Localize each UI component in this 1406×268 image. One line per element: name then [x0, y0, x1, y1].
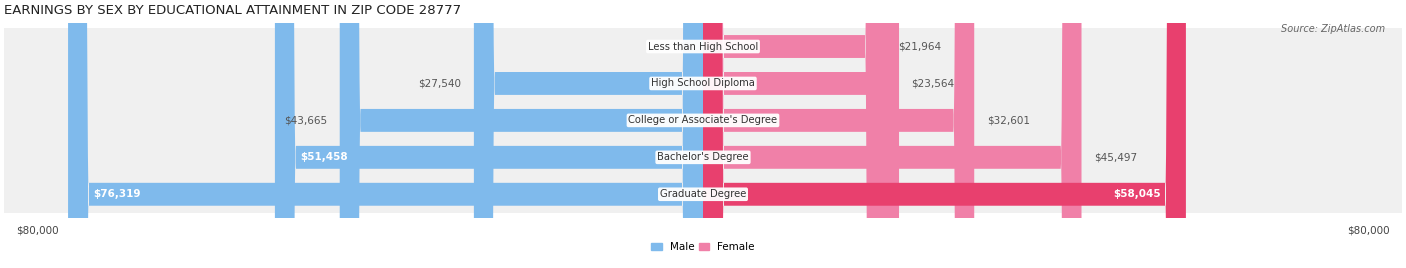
Text: $0: $0 [678, 42, 690, 51]
FancyBboxPatch shape [4, 176, 1402, 213]
FancyBboxPatch shape [703, 0, 898, 268]
FancyBboxPatch shape [340, 0, 703, 268]
FancyBboxPatch shape [67, 0, 703, 268]
Text: $76,319: $76,319 [93, 189, 141, 199]
FancyBboxPatch shape [4, 65, 1402, 102]
Text: Less than High School: Less than High School [648, 42, 758, 51]
Text: High School Diploma: High School Diploma [651, 79, 755, 88]
Text: Bachelor's Degree: Bachelor's Degree [657, 152, 749, 162]
Text: $51,458: $51,458 [299, 152, 347, 162]
Text: $32,601: $32,601 [987, 116, 1029, 125]
FancyBboxPatch shape [703, 0, 886, 268]
Text: $23,564: $23,564 [911, 79, 955, 88]
FancyBboxPatch shape [703, 0, 1185, 268]
Text: Source: ZipAtlas.com: Source: ZipAtlas.com [1281, 24, 1385, 34]
Text: $43,665: $43,665 [284, 116, 328, 125]
FancyBboxPatch shape [4, 102, 1402, 139]
FancyBboxPatch shape [703, 0, 974, 268]
FancyBboxPatch shape [4, 28, 1402, 65]
Text: $27,540: $27,540 [419, 79, 461, 88]
Text: $45,497: $45,497 [1094, 152, 1137, 162]
Text: Graduate Degree: Graduate Degree [659, 189, 747, 199]
Text: College or Associate's Degree: College or Associate's Degree [628, 116, 778, 125]
FancyBboxPatch shape [4, 139, 1402, 176]
FancyBboxPatch shape [474, 0, 703, 268]
Legend: Male, Female: Male, Female [647, 238, 759, 256]
FancyBboxPatch shape [703, 0, 1081, 268]
Text: $58,045: $58,045 [1114, 189, 1161, 199]
Text: $21,964: $21,964 [898, 42, 942, 51]
Text: EARNINGS BY SEX BY EDUCATIONAL ATTAINMENT IN ZIP CODE 28777: EARNINGS BY SEX BY EDUCATIONAL ATTAINMEN… [4, 4, 461, 17]
FancyBboxPatch shape [276, 0, 703, 268]
